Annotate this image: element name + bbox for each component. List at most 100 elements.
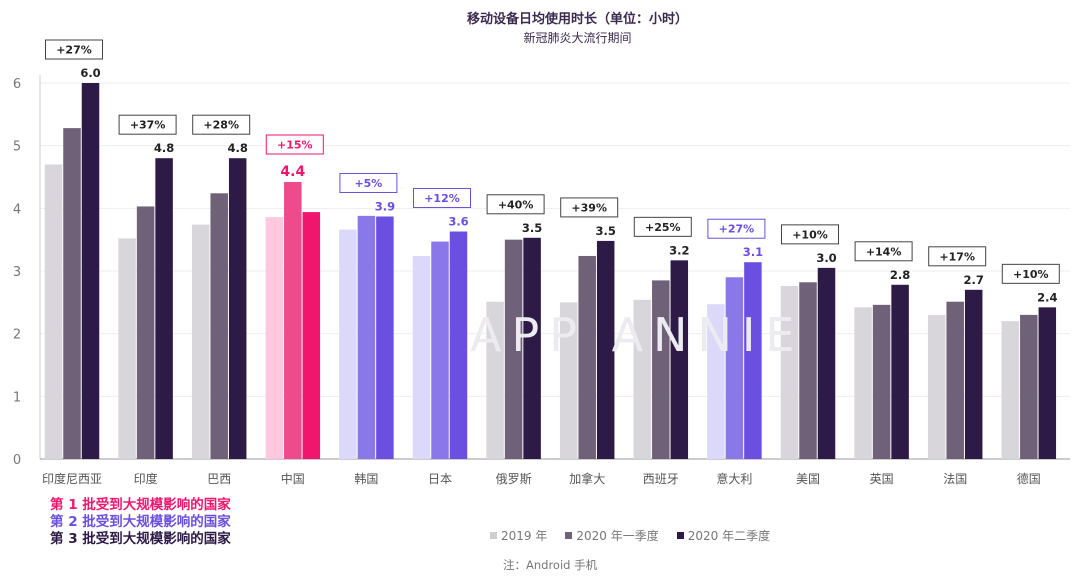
change-label-cat-0: +27% [56, 44, 92, 57]
bar-cat-0-series-0 [44, 164, 63, 459]
value-label-cat-6: 3.5 [522, 221, 542, 235]
bar-cat-0-series-2 [81, 83, 100, 459]
change-label-cat-10: +10% [792, 228, 828, 241]
y-tick-label-0: 0 [13, 453, 21, 468]
change-box-cat-9 [707, 218, 766, 239]
bar-cat-4-series-0 [339, 229, 357, 459]
change-box-cat-0 [45, 39, 103, 60]
change-box-cat-3 [265, 134, 324, 155]
legend-swatch-2019 [490, 532, 497, 539]
x-tick-label-cat-12: 法国 [943, 472, 967, 486]
change-label-cat-12: +17% [939, 250, 975, 263]
bar-cat-4-series-2 [376, 216, 394, 459]
change-box-cat-7 [560, 197, 619, 218]
x-tick-label-cat-1: 印度 [134, 471, 158, 486]
x-tick-label-cat-13: 德国 [1017, 471, 1041, 486]
bar-cat-2-series-0 [191, 224, 210, 459]
value-label-cat-12: 2.7 [964, 273, 984, 287]
legend-item-2020q1: 2020 年一季度 [565, 527, 659, 544]
bar-cat-1-series-0 [118, 238, 136, 459]
change-label-cat-4: +5% [354, 177, 382, 190]
legend-label-2020q1: 2020 年一季度 [576, 529, 659, 543]
bar-cat-8-series-1 [652, 280, 670, 459]
x-tick-label-cat-2: 巴西 [207, 472, 231, 486]
watermark-text: APP ANNIE [470, 308, 805, 362]
x-tick-label-cat-0: 印度尼西亚 [42, 471, 102, 486]
wave-1-label: 第 1 批受到大规模影响的国家 [50, 497, 231, 513]
x-tick-label-cat-11: 英国 [870, 472, 894, 486]
x-tick-label-cat-6: 俄罗斯 [496, 472, 532, 486]
legend-swatch-2020q1 [565, 532, 573, 539]
y-tick-label-2: 2 [13, 328, 21, 343]
bar-cat-3-series-0 [265, 217, 284, 459]
value-label-cat-4: 3.9 [375, 199, 395, 213]
change-box-cat-13 [1001, 263, 1060, 284]
bar-cat-12-series-2 [964, 289, 983, 459]
bar-cat-9-series-2 [744, 262, 762, 459]
chart-subtitle: 新冠肺炎大流行期间 [523, 31, 632, 45]
y-tick-label-6: 6 [13, 77, 21, 92]
bar-cat-13-series-2 [1038, 307, 1057, 459]
bar-cat-3-series-2 [302, 212, 321, 459]
series-legend: 2019 年 2020 年一季度 2020 年二季度 [490, 527, 770, 544]
bar-cat-7-series-2 [596, 240, 615, 459]
legend-item-2019: 2019 年 [490, 527, 547, 544]
x-tick-label-cat-7: 加拿大 [569, 471, 605, 486]
bar-cat-2-series-2 [228, 158, 247, 459]
wave-legend: 第 1 批受到大规模影响的国家 第 2 批受到大规模影响的国家 第 3 批受到大… [50, 497, 231, 548]
x-tick-label-cat-5: 日本 [428, 472, 452, 486]
bar-cat-6-series-2 [523, 237, 541, 459]
change-box-cat-6 [486, 194, 545, 215]
bar-cat-0-series-1 [63, 128, 81, 459]
wave-2-label: 第 2 批受到大规模影响的国家 [50, 514, 231, 530]
change-label-cat-2: +28% [203, 119, 239, 132]
value-label-cat-3: 4.4 [280, 164, 305, 180]
change-label-cat-7: +39% [571, 201, 607, 214]
value-label-cat-9: 3.1 [743, 245, 763, 259]
value-label-cat-11: 2.8 [890, 268, 910, 282]
bar-cat-12-series-0 [927, 314, 946, 459]
value-label-cat-2: 4.8 [228, 141, 248, 155]
legend-item-2020q2: 2020 年二季度 [676, 527, 770, 544]
change-box-cat-10 [781, 224, 839, 245]
bar-cat-3-series-1 [284, 182, 302, 459]
x-tick-label-cat-4: 韩国 [354, 471, 378, 486]
bar-cat-9-series-1 [725, 277, 744, 459]
bar-cat-8-series-2 [670, 260, 689, 459]
y-tick-label-4: 4 [13, 202, 21, 217]
change-label-cat-5: +12% [424, 192, 460, 205]
change-box-cat-8 [633, 216, 692, 237]
change-box-cat-4 [339, 172, 398, 193]
change-label-cat-9: +27% [719, 223, 755, 236]
bar-cat-10-series-1 [799, 282, 817, 459]
bar-cat-13-series-0 [1001, 321, 1020, 459]
bar-cat-11-series-0 [854, 307, 872, 459]
change-label-cat-3: +15% [277, 139, 313, 152]
bar-cat-4-series-1 [357, 215, 376, 459]
bar-cat-10-series-2 [817, 267, 836, 459]
change-label-cat-1: +37% [130, 119, 166, 132]
value-label-cat-0: 6.0 [80, 66, 100, 80]
wave-3-label: 第 3 批受到大规模影响的国家 [50, 531, 231, 547]
bar-cat-5-series-1 [431, 241, 449, 459]
chart-title: 移动设备日均使用时长（单位：小时） [466, 12, 688, 27]
footnote: 注：Android 手机 [503, 558, 598, 572]
change-box-cat-11 [854, 241, 913, 262]
change-box-cat-1 [118, 114, 177, 135]
change-label-cat-11: +14% [866, 245, 902, 258]
y-tick-label-5: 5 [13, 140, 21, 155]
bar-cat-6-series-1 [504, 239, 523, 459]
value-label-cat-1: 4.8 [154, 141, 174, 155]
value-label-cat-13: 2.4 [1037, 290, 1057, 304]
value-label-cat-8: 3.2 [669, 243, 689, 257]
value-label-cat-5: 3.6 [448, 215, 468, 229]
bar-cat-7-series-1 [578, 255, 596, 459]
legend-swatch-2020q2 [676, 532, 684, 539]
bar-cat-5-series-0 [412, 255, 431, 459]
change-box-cat-12 [928, 246, 987, 267]
bar-cat-10-series-0 [780, 286, 799, 459]
bar-cat-5-series-2 [449, 231, 468, 459]
bar-cat-2-series-1 [210, 193, 228, 459]
change-label-cat-6: +40% [498, 198, 534, 211]
bar-cat-6-series-0 [486, 301, 504, 459]
